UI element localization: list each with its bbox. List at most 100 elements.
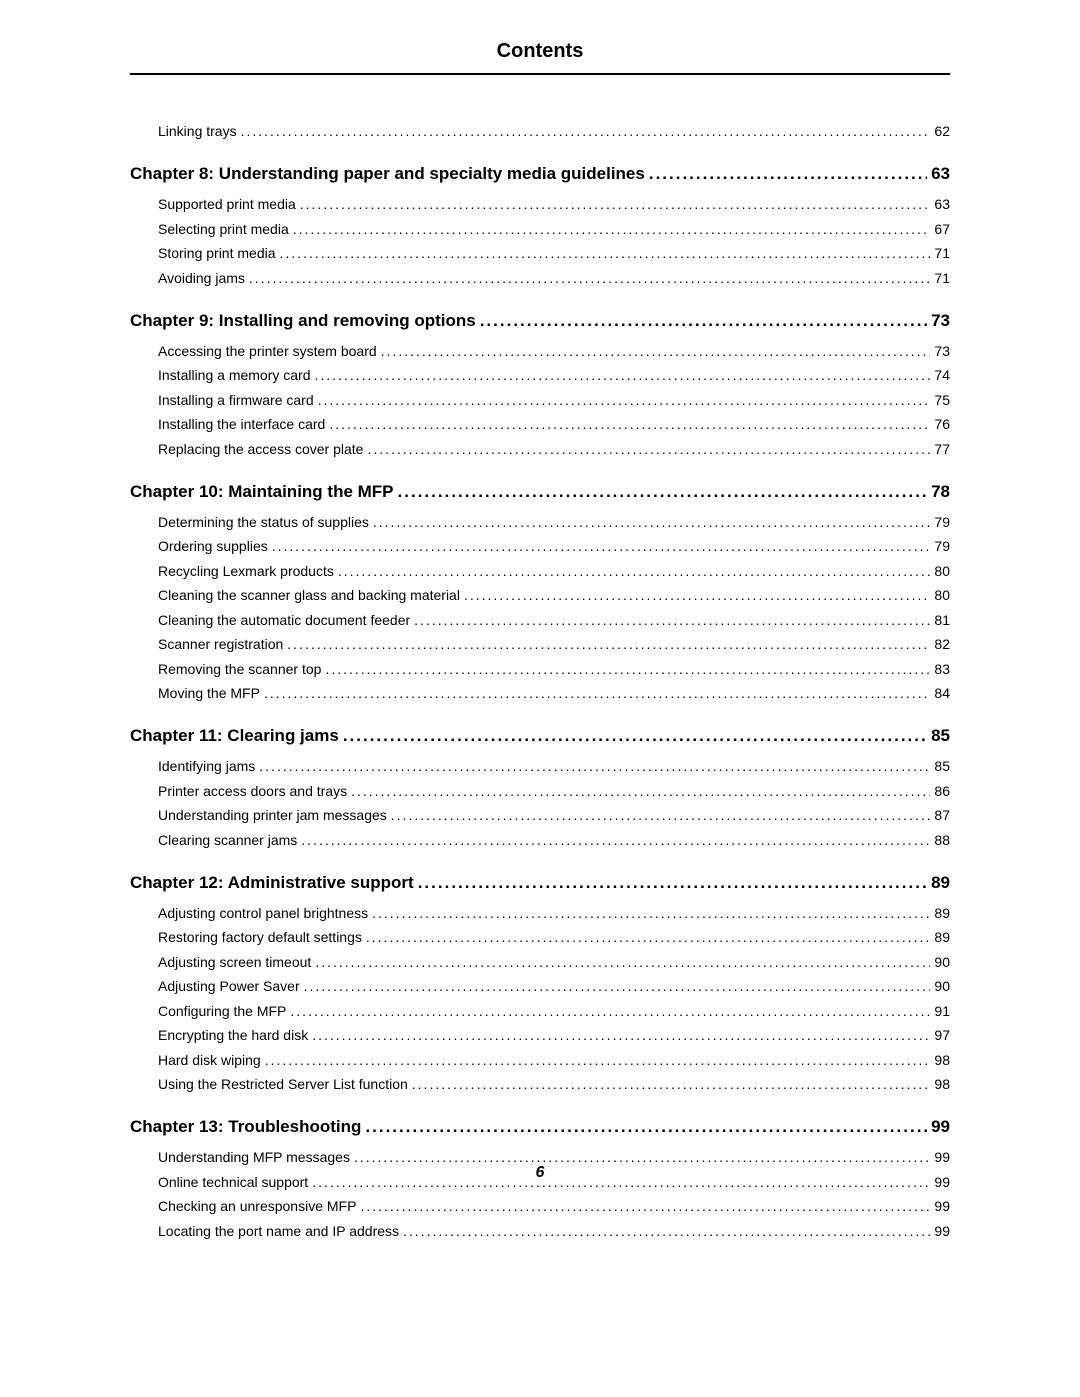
toc-item: Installing a memory card 74: [158, 367, 950, 383]
leader-dots: [287, 636, 930, 652]
leader-dots: [293, 221, 931, 237]
toc-item: Adjusting screen timeout 90: [158, 954, 950, 970]
toc-item: Using the Restricted Server List functio…: [158, 1076, 950, 1092]
leader-dots: [360, 1198, 930, 1214]
toc-item-page: 76: [934, 416, 950, 432]
toc-chapter: Chapter 8: Understanding paper and speci…: [130, 164, 950, 184]
page-number: 6: [0, 1164, 1080, 1182]
toc-item-label: Selecting print media: [158, 221, 289, 237]
toc-item-label: Adjusting control panel brightness: [158, 905, 368, 921]
toc-chapter: Chapter 13: Troubleshooting99: [130, 1117, 950, 1137]
toc-body: Linking trays62 Chapter 8: Understanding …: [130, 123, 950, 1239]
leader-dots: [480, 311, 927, 331]
toc-item-page: 74: [934, 367, 950, 383]
toc-item: Configuring the MFP 91: [158, 1003, 950, 1019]
toc-item: Ordering supplies79: [158, 538, 950, 554]
toc-item-page: 85: [934, 758, 950, 774]
leader-dots: [301, 832, 930, 848]
leader-dots: [259, 758, 930, 774]
toc-item-label: Linking trays: [158, 123, 237, 139]
toc-item: Adjusting Power Saver 90: [158, 978, 950, 994]
toc-chapter-page: 78: [931, 482, 950, 502]
toc-item: Replacing the access cover plate 77: [158, 441, 950, 457]
leader-dots: [300, 196, 931, 212]
toc-item-page: 90: [934, 954, 950, 970]
leader-dots: [249, 270, 931, 286]
leader-dots: [412, 1076, 931, 1092]
toc-item: Moving the MFP 84: [158, 685, 950, 701]
leader-dots: [343, 726, 927, 746]
toc-item-page: 83: [934, 661, 950, 677]
toc-item-label: Encrypting the hard disk: [158, 1027, 308, 1043]
toc-item-page: 90: [934, 978, 950, 994]
toc-item: Installing the interface card 76: [158, 416, 950, 432]
leader-dots: [354, 1149, 930, 1165]
toc-item: Printer access doors and trays86: [158, 783, 950, 799]
document-page: Contents Linking trays62 Chapter 8: Under…: [0, 0, 1080, 1397]
toc-item: Selecting print media67: [158, 221, 950, 237]
toc-item-label: Using the Restricted Server List functio…: [158, 1076, 408, 1092]
toc-item-label: Adjusting Power Saver: [158, 978, 300, 994]
toc-item-label: Moving the MFP: [158, 685, 260, 701]
leader-dots: [318, 392, 931, 408]
leader-dots: [312, 1027, 930, 1043]
toc-item-label: Accessing the printer system board: [158, 343, 377, 359]
leader-dots: [338, 563, 931, 579]
toc-item-page: 71: [934, 245, 950, 261]
toc-chapter: Chapter 11: Clearing jams85: [130, 726, 950, 746]
toc-item-page: 97: [934, 1027, 950, 1043]
toc-item: Storing print media71: [158, 245, 950, 261]
toc-chapter: Chapter 10: Maintaining the MFP 78: [130, 482, 950, 502]
toc-item: Clearing scanner jams88: [158, 832, 950, 848]
toc-chapter-label: Chapter 11: Clearing jams: [130, 726, 339, 746]
leader-dots: [372, 905, 930, 921]
leader-dots: [367, 441, 930, 457]
leader-dots: [325, 661, 930, 677]
toc-chapter-label: Chapter 13: Troubleshooting: [130, 1117, 361, 1137]
toc-chapter-page: 73: [931, 311, 950, 331]
leader-dots: [418, 873, 927, 893]
toc-item: Understanding printer jam messages87: [158, 807, 950, 823]
toc-item-page: 84: [934, 685, 950, 701]
toc-item-label: Avoiding jams: [158, 270, 245, 286]
toc-item-page: 77: [934, 441, 950, 457]
leader-dots: [315, 954, 930, 970]
toc-item-label: Replacing the access cover plate: [158, 441, 363, 457]
toc-item: Scanner registration82: [158, 636, 950, 652]
toc-item-page: 63: [934, 196, 950, 212]
leader-dots: [264, 685, 930, 701]
header-rule: [130, 73, 950, 75]
leader-dots: [315, 367, 931, 383]
toc-item-label: Determining the status of supplies: [158, 514, 369, 530]
toc-item-page: 80: [934, 563, 950, 579]
leader-dots: [280, 245, 931, 261]
toc-item-page: 91: [934, 1003, 950, 1019]
toc-item-label: Installing a firmware card: [158, 392, 314, 408]
leader-dots: [241, 123, 931, 139]
toc-item-page: 89: [934, 929, 950, 945]
toc-item: Checking an unresponsive MFP99: [158, 1198, 950, 1214]
toc-chapter-label: Chapter 10: Maintaining the MFP: [130, 482, 394, 502]
leader-dots: [329, 416, 930, 432]
toc-item-label: Adjusting screen timeout: [158, 954, 311, 970]
toc-item: Recycling Lexmark products80: [158, 563, 950, 579]
toc-item-label: Installing the interface card: [158, 416, 325, 432]
leader-dots: [290, 1003, 930, 1019]
toc-item: Linking trays62: [158, 123, 950, 139]
toc-item-label: Configuring the MFP: [158, 1003, 286, 1019]
toc-item-label: Removing the scanner top: [158, 661, 321, 677]
toc-item-page: 73: [934, 343, 950, 359]
toc-item: Determining the status of supplies79: [158, 514, 950, 530]
leader-dots: [464, 587, 930, 603]
toc-item-label: Installing a memory card: [158, 367, 311, 383]
toc-item: Removing the scanner top 83: [158, 661, 950, 677]
toc-item: Locating the port name and IP address99: [158, 1223, 950, 1239]
toc-item-page: 98: [934, 1076, 950, 1092]
toc-item-label: Restoring factory default settings: [158, 929, 362, 945]
toc-chapter-page: 89: [931, 873, 950, 893]
leader-dots: [381, 343, 931, 359]
page-title: Contents: [130, 40, 950, 73]
toc-item-page: 87: [934, 807, 950, 823]
toc-item-label: Understanding MFP messages: [158, 1149, 350, 1165]
leader-dots: [649, 164, 927, 184]
